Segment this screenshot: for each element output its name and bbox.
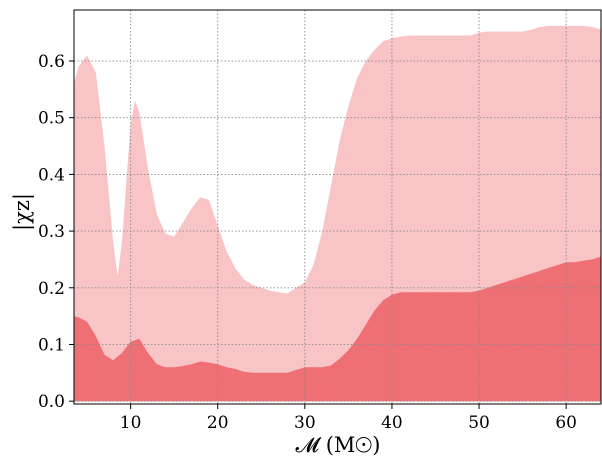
grid-layer xyxy=(74,10,601,404)
y-tick-label-3: 0.3 xyxy=(38,222,65,242)
x-tick-label-10: 10 xyxy=(120,413,142,433)
y-tick-label-4: 0.4 xyxy=(38,165,65,185)
y-tick-label-0: 0.0 xyxy=(38,392,65,412)
x-tick-label-30: 30 xyxy=(294,413,316,433)
y-tick-label-1: 0.1 xyxy=(38,335,65,355)
y-tick-label-6: 0.6 xyxy=(38,52,65,72)
area-series-2 xyxy=(74,256,601,402)
x-tick-label-20: 20 xyxy=(207,413,229,433)
y-axis-label: |χz| xyxy=(10,193,35,231)
x-tick-label-40: 40 xyxy=(381,413,403,433)
y-tick-label-5: 0.5 xyxy=(38,109,65,129)
area-layer xyxy=(74,25,601,402)
x-tick-label-60: 60 xyxy=(555,413,577,433)
tick-layer: 10 20 30 40 50 60 0.0 0.1 0.2 0.3 0.4 0.5 0.6 xyxy=(38,52,577,433)
plot-frame xyxy=(73,9,602,405)
x-tick-label-50: 50 xyxy=(468,413,490,433)
y-tick-label-2: 0.2 xyxy=(38,279,65,299)
x-axis-label: 𝓜 (M☉) xyxy=(296,433,381,457)
